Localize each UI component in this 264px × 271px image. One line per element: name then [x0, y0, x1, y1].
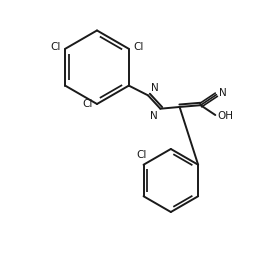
Text: N: N: [150, 83, 158, 93]
Text: Cl: Cl: [82, 99, 93, 109]
Text: N: N: [219, 88, 227, 98]
Text: N: N: [150, 111, 158, 121]
Text: Cl: Cl: [136, 150, 147, 160]
Text: Cl: Cl: [51, 42, 61, 52]
Text: Cl: Cl: [133, 42, 143, 52]
Text: OH: OH: [217, 111, 233, 121]
